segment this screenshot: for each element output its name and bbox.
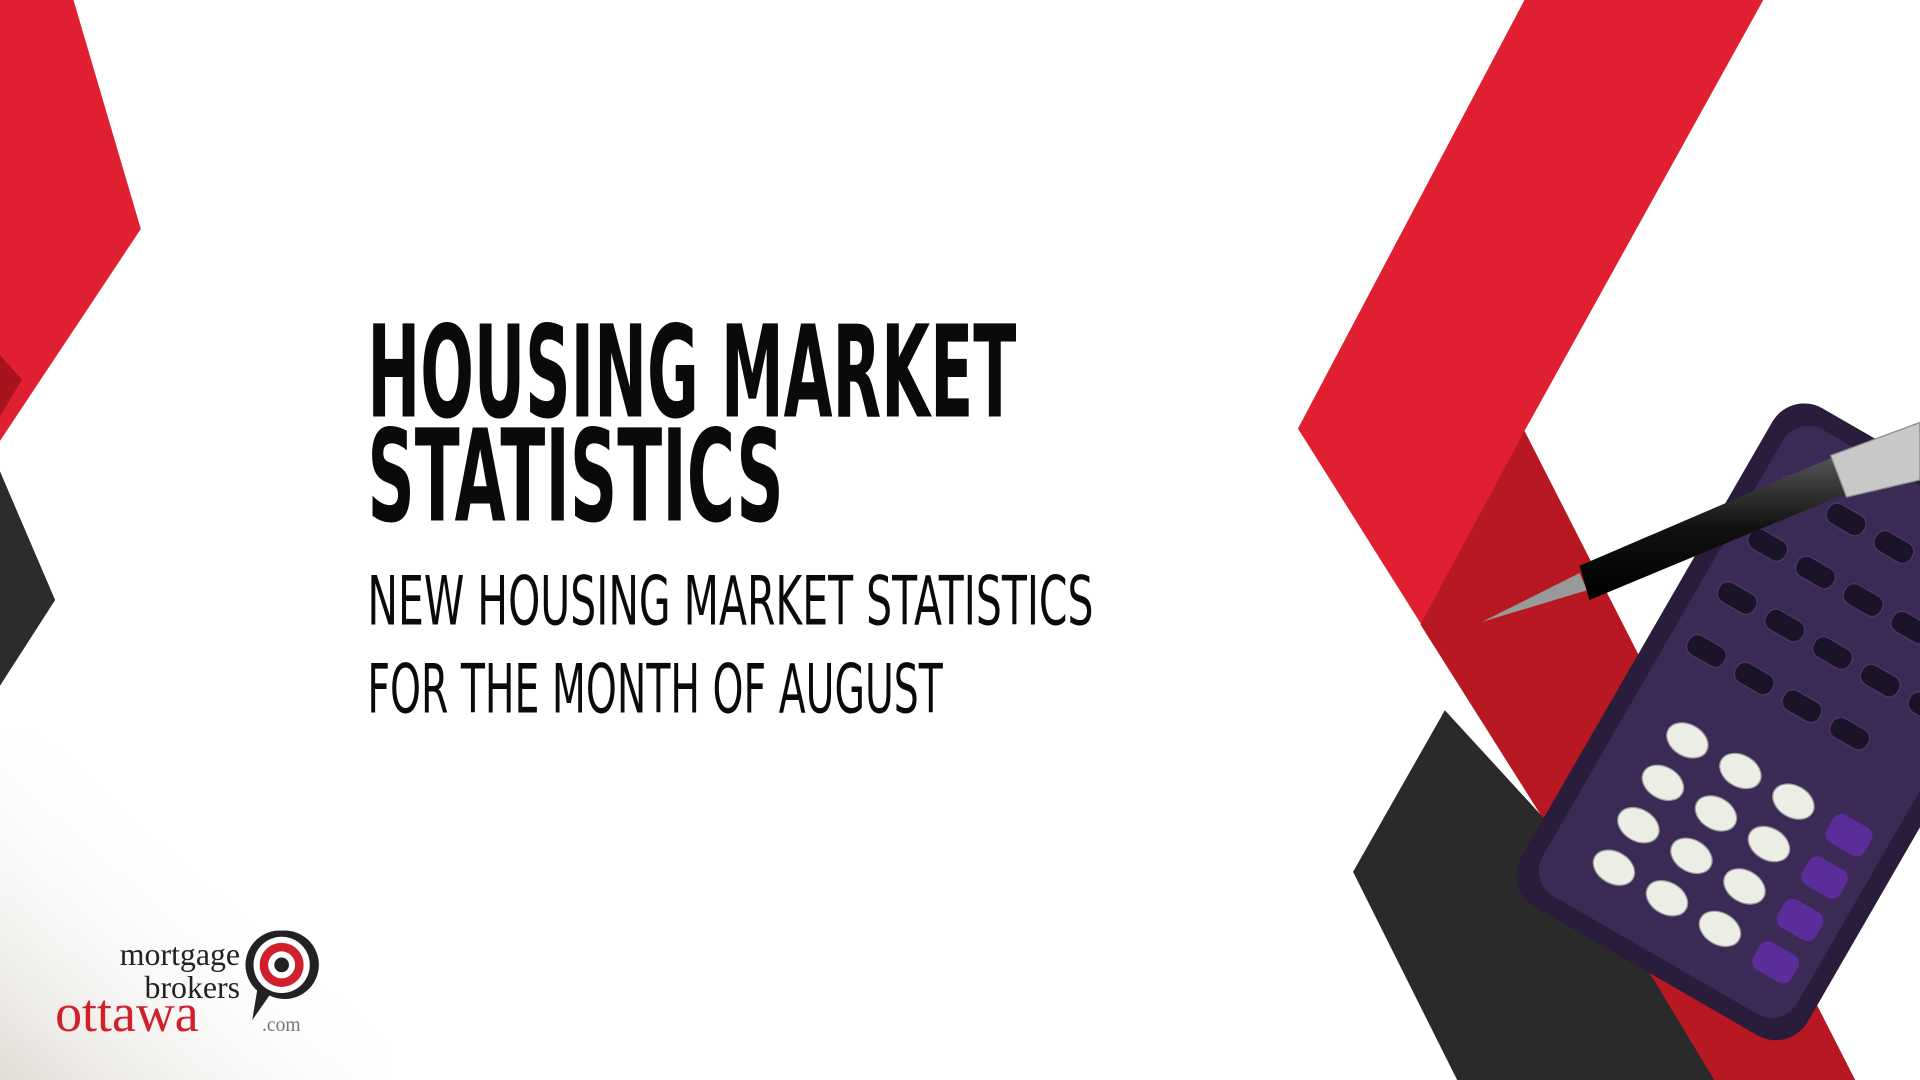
logo-text: mortgage xyxy=(120,937,240,972)
logo-text: brokers xyxy=(145,970,240,1005)
title-line: STATISTICS xyxy=(367,403,783,551)
subtitle-line: NEW HOUSING MARKET STATISTICS xyxy=(367,561,1093,640)
pen xyxy=(1481,421,1920,623)
left-dark-red xyxy=(0,355,23,417)
logo-brand: ottawa xyxy=(55,983,199,1043)
title-line: HOUSING MARKET xyxy=(367,299,1016,447)
logo: mortgage brokers ottawa .com xyxy=(55,930,319,1043)
texture xyxy=(0,734,392,1080)
subtitle-line: FOR THE MONTH OF AUGUST xyxy=(367,650,943,729)
left-dark-chevron xyxy=(0,471,56,686)
logo-suffix: .com xyxy=(262,1015,301,1036)
left-red-chevron xyxy=(0,0,141,441)
calculator xyxy=(1516,403,1920,1041)
